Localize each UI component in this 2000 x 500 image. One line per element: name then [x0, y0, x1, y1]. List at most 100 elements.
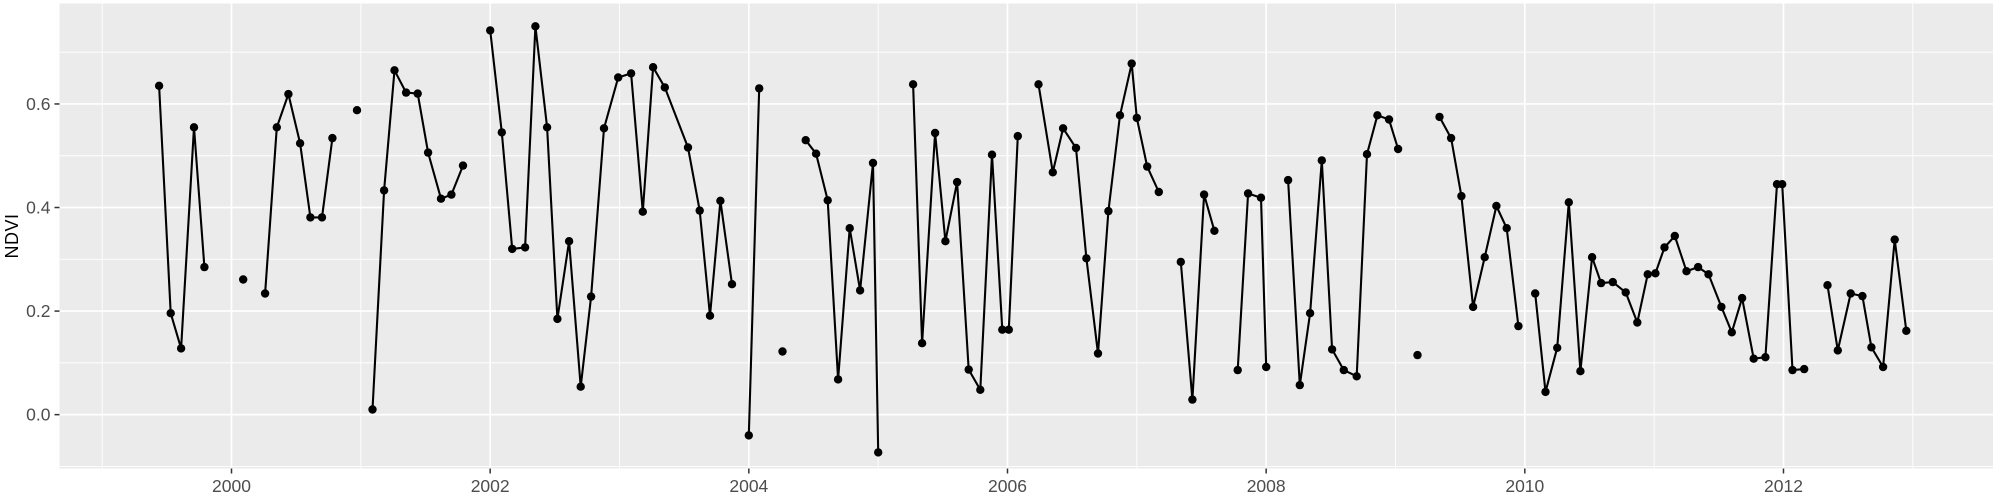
data-point: [833, 375, 843, 384]
data-point: [1737, 293, 1747, 303]
data-point: [1446, 133, 1456, 143]
data-point: [1587, 253, 1597, 262]
data-point: [586, 292, 596, 301]
x-tick-label: 2002: [471, 476, 510, 496]
data-point: [1608, 277, 1618, 287]
data-point: [1048, 168, 1058, 177]
data-point: [189, 123, 199, 132]
data-point: [1034, 80, 1043, 89]
data-point: [295, 139, 305, 148]
data-point: [1514, 321, 1523, 331]
data-point: [1878, 362, 1888, 372]
data-point: [154, 81, 164, 91]
data-point: [917, 339, 927, 348]
data-point: [1154, 187, 1164, 197]
ndvi-line-segment: [1236, 192, 1268, 371]
data-point: [648, 62, 658, 72]
data-point: [1132, 113, 1142, 123]
data-point: [1243, 189, 1253, 198]
data-point: [1564, 198, 1574, 207]
data-point: [1262, 362, 1271, 372]
data-point: [413, 89, 422, 98]
data-point: [1693, 262, 1703, 272]
data-point: [599, 124, 609, 133]
data-point: [1362, 150, 1372, 159]
data-point: [1305, 309, 1315, 318]
data-point: [306, 213, 315, 222]
data-point: [1621, 288, 1630, 297]
data-point: [855, 286, 865, 295]
data-point: [1104, 206, 1113, 216]
data-point: [1553, 343, 1562, 352]
data-point: [1071, 143, 1081, 153]
y-tick-label: 0.4: [26, 198, 51, 218]
data-point: [1902, 326, 1911, 335]
data-point: [1682, 267, 1691, 276]
data-point: [508, 244, 517, 254]
ndvi-line-segment: [1179, 193, 1216, 401]
data-point: [1210, 226, 1219, 235]
data-point: [284, 89, 293, 99]
data-point: [1339, 365, 1349, 375]
data-point: [564, 237, 574, 246]
data-point: [1384, 115, 1394, 124]
data-point: [1004, 325, 1013, 334]
data-point: [1717, 302, 1726, 312]
data-point: [239, 275, 248, 284]
data-point: [660, 83, 669, 92]
ndvi-line-segment: [1037, 62, 1160, 355]
data-point: [964, 365, 973, 374]
data-point: [1651, 269, 1660, 278]
data-point: [1531, 289, 1540, 298]
data-point: [379, 186, 389, 195]
data-point: [1833, 346, 1843, 355]
data-point: [1082, 254, 1091, 263]
data-point: [1013, 131, 1022, 141]
data-point: [727, 280, 737, 289]
data-point: [614, 73, 623, 82]
data-point: [1761, 353, 1770, 362]
data-point: [1127, 59, 1136, 68]
data-point: [695, 206, 704, 215]
data-point: [1176, 257, 1186, 267]
data-point: [1749, 354, 1758, 363]
data-point: [1492, 201, 1501, 211]
data-point: [166, 309, 175, 318]
data-point: [1373, 111, 1382, 120]
data-point: [868, 158, 878, 168]
data-point: [823, 196, 832, 205]
data-point: [1788, 365, 1797, 375]
ndvi-line-segment: [804, 139, 880, 453]
data-point: [811, 149, 821, 158]
x-tick-label: 2004: [729, 476, 768, 496]
data-point: [998, 325, 1007, 334]
data-point: [436, 194, 446, 203]
data-point: [683, 143, 693, 152]
data-point: [941, 237, 950, 246]
data-point: [1670, 231, 1680, 241]
data-point: [368, 405, 377, 414]
data-point: [1093, 349, 1103, 358]
data-point: [520, 243, 530, 252]
data-point: [1867, 343, 1876, 352]
data-point: [497, 128, 506, 137]
y-tick-label: 0.2: [26, 301, 50, 321]
data-point: [1283, 175, 1293, 185]
data-point: [1890, 235, 1899, 244]
data-point: [423, 148, 433, 157]
data-point: [1413, 350, 1422, 360]
x-tick-label: 2010: [1505, 476, 1544, 496]
data-point: [1468, 302, 1478, 312]
data-point: [458, 161, 468, 170]
x-tick-label: 2006: [988, 476, 1027, 496]
panel-background: [59, 3, 1993, 469]
data-point: [1233, 365, 1242, 375]
data-point: [317, 213, 327, 222]
data-point: [976, 385, 985, 394]
data-point: [1188, 395, 1197, 404]
data-point: [716, 196, 725, 205]
data-point: [1727, 328, 1737, 337]
y-tick-label: 0.0: [26, 405, 51, 425]
data-point: [447, 190, 456, 199]
